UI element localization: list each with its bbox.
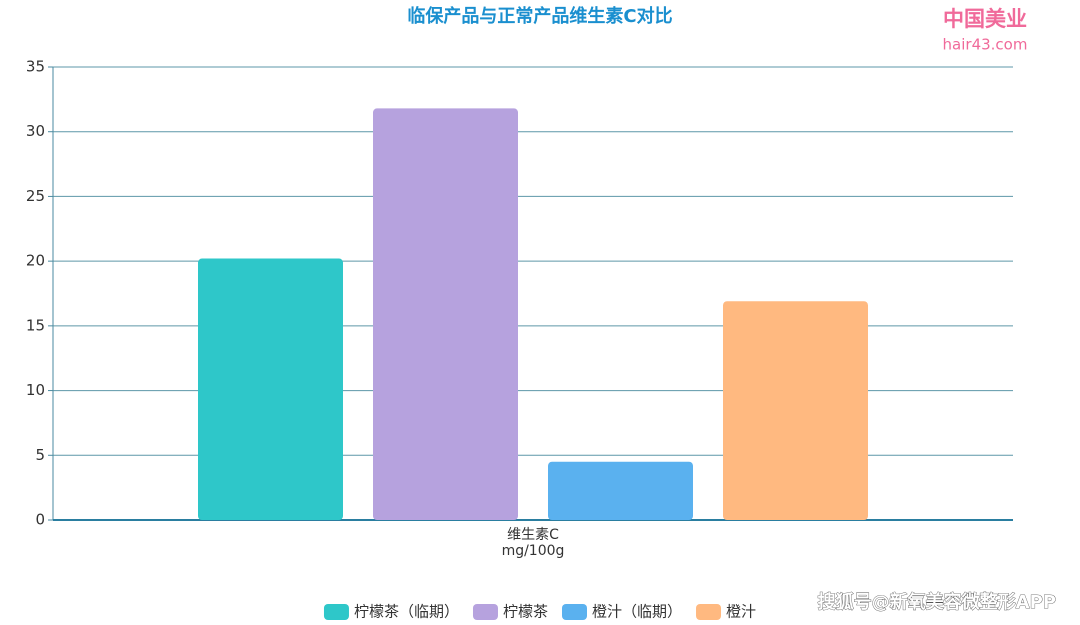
y-tick-label: 10 [26, 381, 45, 399]
legend-label: 柠檬茶 [503, 603, 548, 621]
y-tick-label: 15 [26, 316, 45, 334]
legend-swatch [323, 604, 349, 620]
watermark-source: 搜狐号@新氧美容微整形APP [818, 591, 1056, 613]
y-tick-label: 25 [26, 187, 45, 205]
legend-swatch [562, 604, 587, 620]
legend-label: 柠檬茶（临期） [354, 603, 459, 621]
legend-swatch [472, 604, 498, 620]
y-tick-label: 35 [26, 58, 45, 76]
legend-swatch [696, 604, 722, 620]
legend-label: 橙汁 [726, 603, 756, 621]
bar [548, 461, 693, 520]
bar [198, 258, 343, 520]
y-tick-label: 30 [26, 122, 45, 140]
bar [373, 108, 518, 520]
legend-label: 橙汁（临期） [592, 603, 682, 621]
watermark-site: hair43.com [943, 36, 1028, 54]
chart-title: 临保产品与正常产品维生素C对比 [407, 5, 672, 27]
bar [723, 301, 868, 520]
y-tick-label: 20 [26, 252, 45, 270]
y-tick-label: 0 [35, 511, 45, 529]
y-tick-label: 5 [35, 446, 45, 464]
watermark-logo: 中国美业 [943, 7, 1027, 31]
x-unit: mg/100g [502, 543, 565, 559]
x-tick-label: 维生素C [507, 527, 559, 543]
